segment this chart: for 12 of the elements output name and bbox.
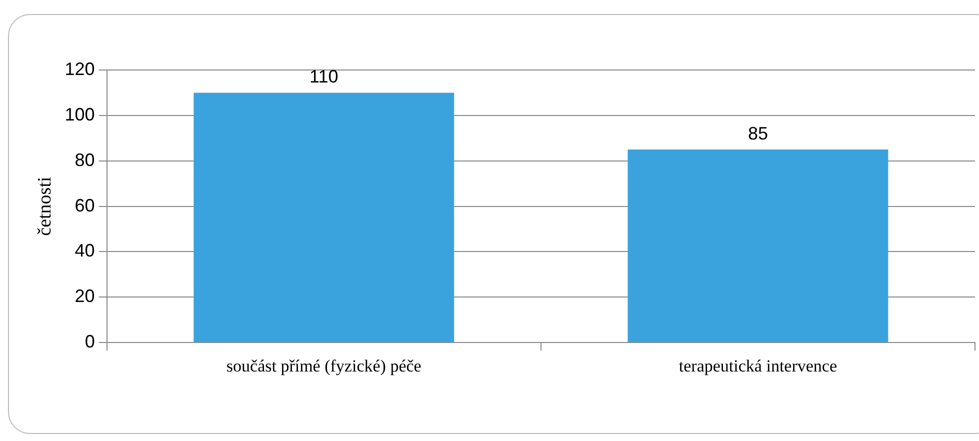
y-tick-label: 100 [64,104,95,124]
y-tick-label: 120 [64,58,95,79]
data-label: 110 [310,66,338,87]
y-axis-title: četnosti [34,176,56,236]
y-tick-label: 80 [74,150,95,170]
x-tick-label: terapeutická intervence [678,356,838,376]
y-tick-label: 0 [84,332,95,352]
y-tick-label: 40 [74,240,95,261]
y-tick-label: 60 [74,195,95,216]
x-tick-label: součást přímé (fyzické) péče [226,356,422,376]
data-label: 85 [748,123,768,144]
y-tick-label: 20 [74,286,95,306]
